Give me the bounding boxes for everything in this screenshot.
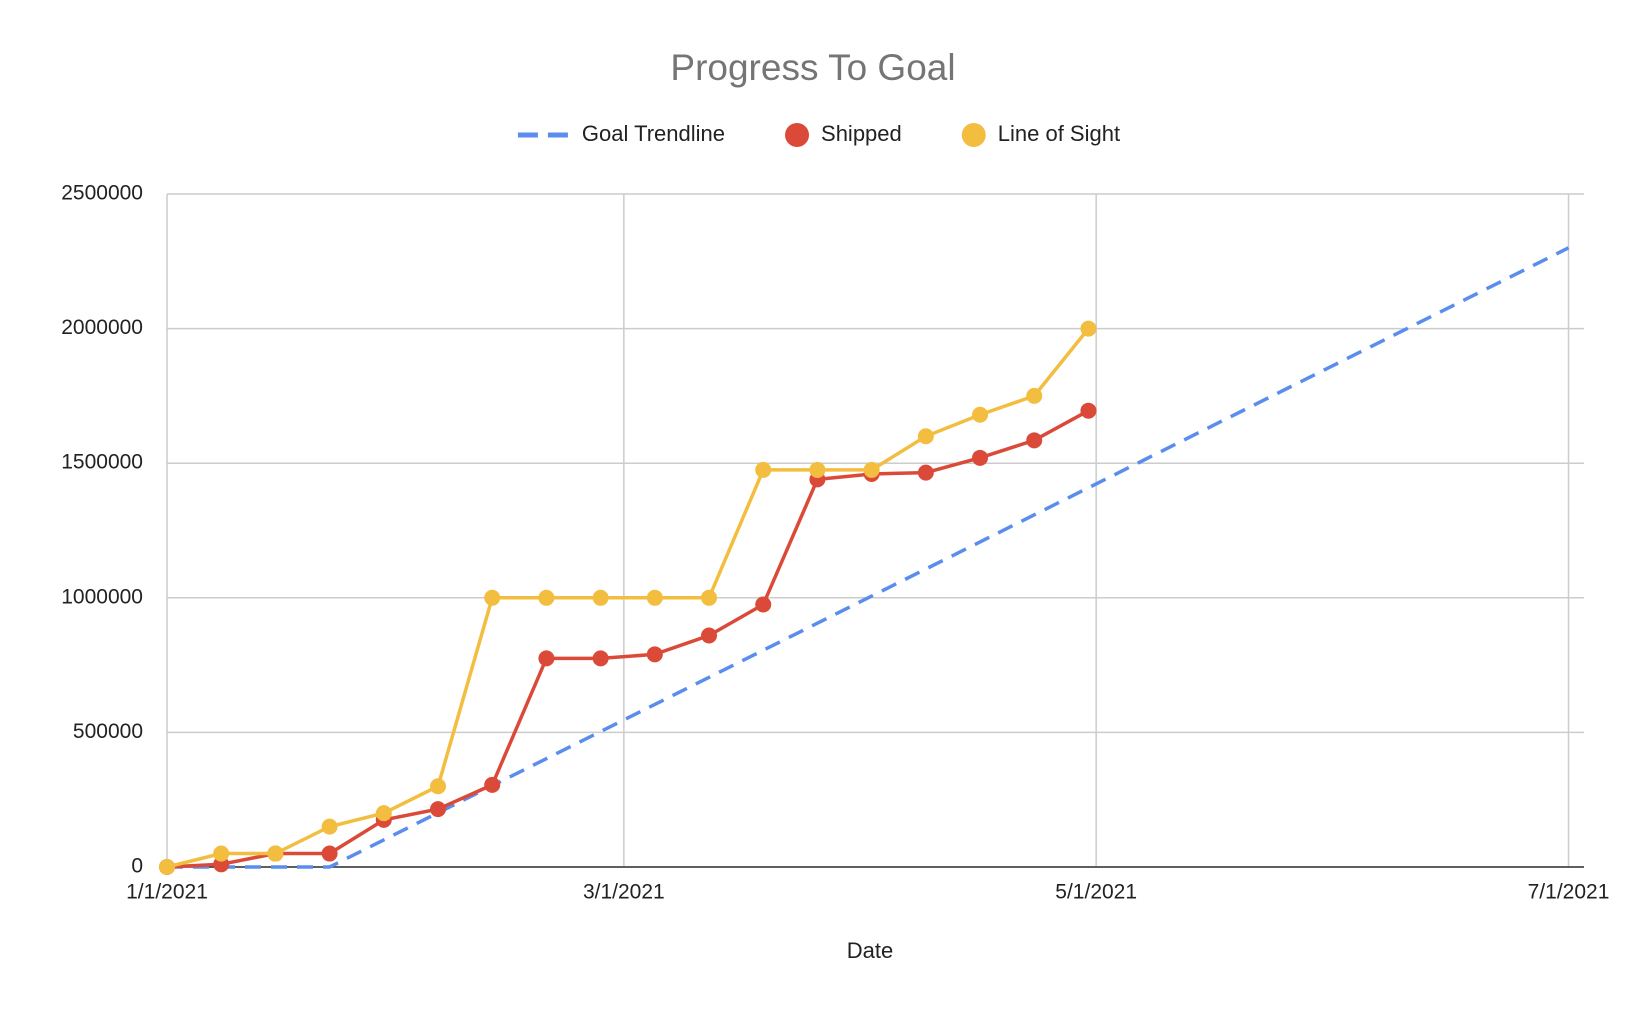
y-tick-label: 1000000	[61, 585, 143, 608]
legend-swatch	[785, 123, 810, 147]
data-point	[863, 461, 880, 478]
data-point	[755, 461, 772, 478]
data-point	[592, 589, 609, 606]
series-line	[166, 409, 1090, 869]
data-point	[972, 406, 989, 423]
data-point	[701, 589, 718, 606]
x-tick-label: 5/1/2021	[1055, 881, 1137, 904]
legend-label: Shipped	[821, 121, 902, 146]
x-axis-label: Date	[847, 938, 893, 963]
y-tick-label: 2500000	[61, 182, 143, 205]
x-tick-label: 1/1/2021	[126, 881, 208, 904]
data-point	[430, 801, 447, 818]
data-point	[917, 464, 934, 481]
chart-title: Progress To Goal	[670, 47, 955, 88]
data-point	[917, 428, 934, 445]
data-point	[646, 589, 663, 606]
data-point	[1026, 432, 1043, 449]
y-tick-label: 0	[131, 855, 143, 878]
data-point	[701, 627, 718, 644]
data-point	[430, 778, 447, 795]
legend-label: Goal Trendline	[582, 121, 725, 146]
data-point	[321, 818, 338, 835]
data-point	[267, 845, 284, 862]
data-point	[538, 589, 555, 606]
data-point	[321, 845, 338, 862]
x-tick-label: 7/1/2021	[1528, 881, 1610, 904]
data-point	[809, 461, 826, 478]
data-point	[1080, 402, 1097, 419]
y-tick-label: 1500000	[61, 451, 143, 474]
legend-label: Line of Sight	[998, 121, 1120, 146]
legend-swatch	[961, 123, 986, 147]
data-point	[484, 776, 501, 793]
x-tick-label: 3/1/2021	[583, 881, 665, 904]
data-point	[484, 589, 501, 606]
data-point	[755, 596, 772, 613]
data-point	[538, 650, 555, 667]
series-line	[166, 327, 1090, 869]
data-point	[972, 449, 989, 466]
y-tick-label: 500000	[73, 720, 143, 743]
data-point	[1026, 387, 1043, 404]
data-point	[159, 859, 175, 875]
series-line	[167, 246, 1570, 869]
data-point	[646, 646, 663, 663]
data-point	[1080, 320, 1097, 337]
data-point	[375, 805, 392, 822]
data-point	[592, 650, 609, 667]
data-point	[213, 845, 230, 862]
y-tick-label: 2000000	[61, 316, 143, 339]
